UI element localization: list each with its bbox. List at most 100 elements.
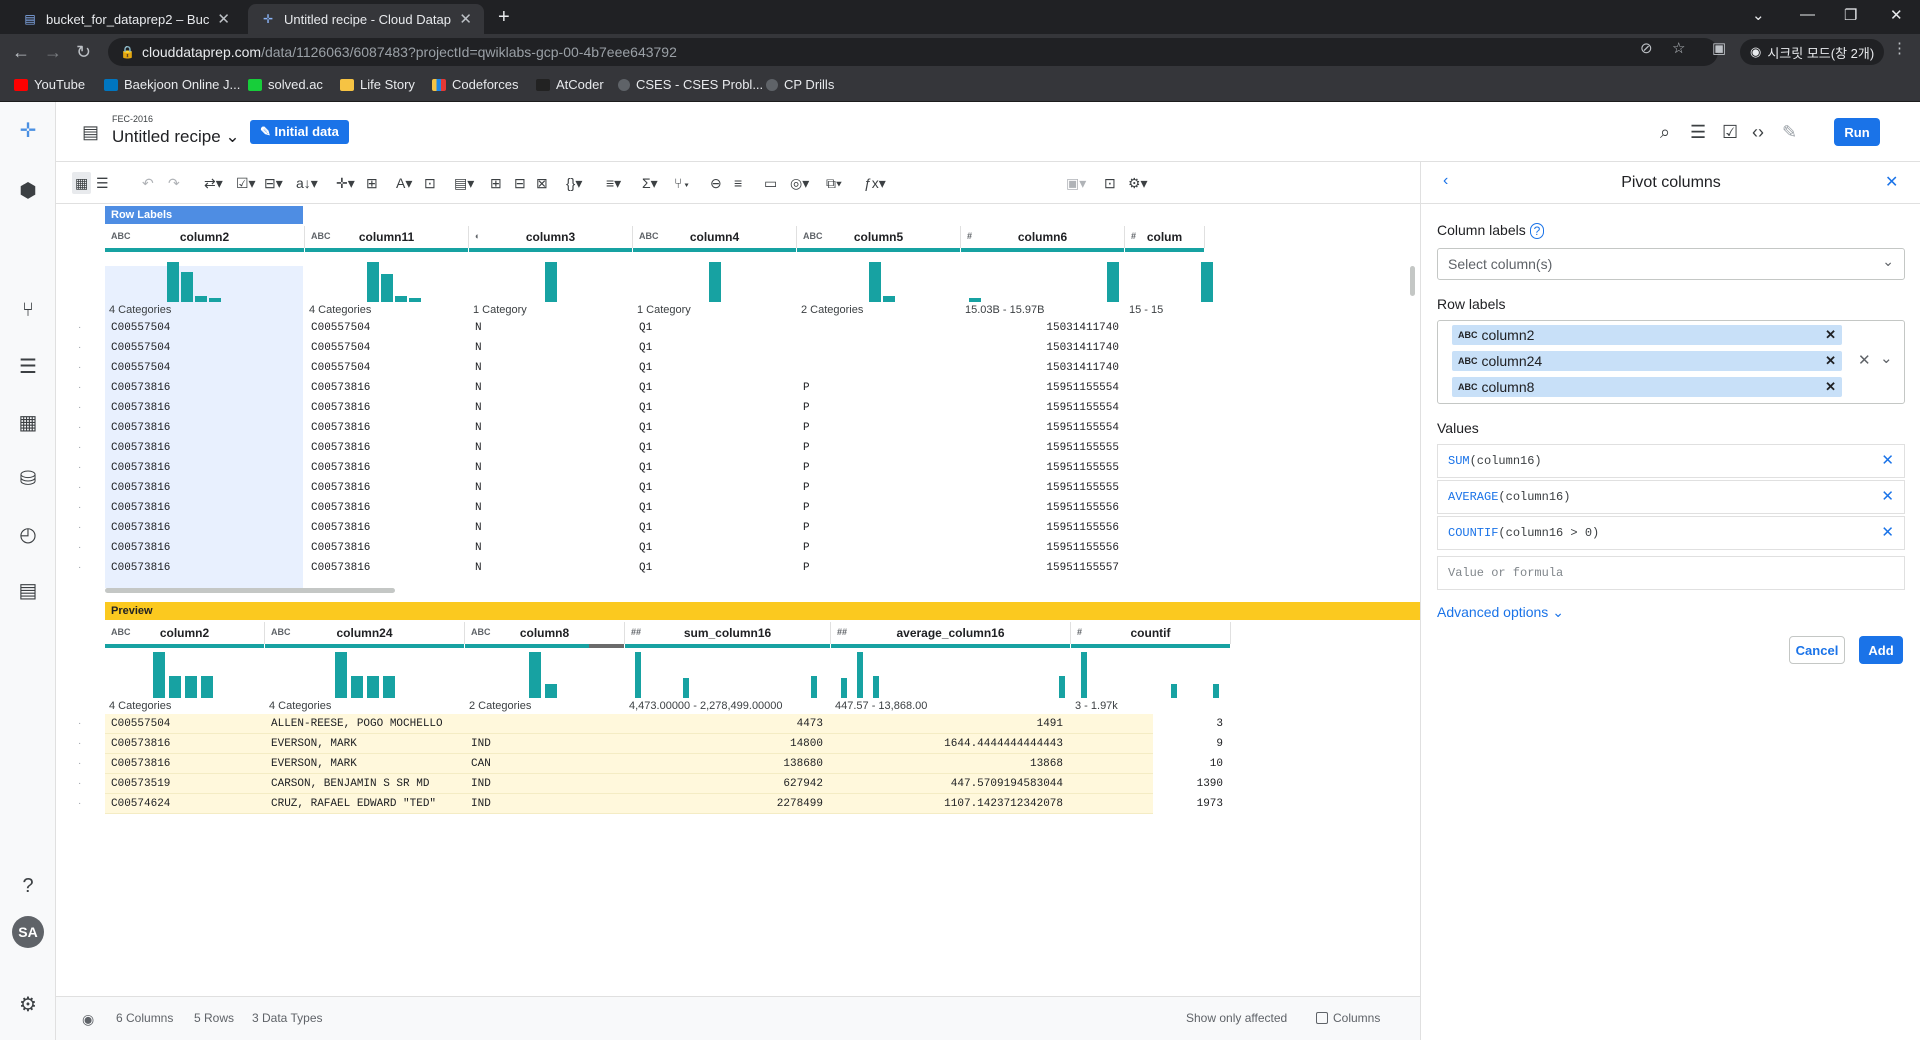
remove-value-icon[interactable]: ✕ [1881, 452, 1894, 469]
reload-icon[interactable]: ↻ [76, 42, 92, 62]
histogram-bar[interactable] [709, 262, 721, 302]
table-cell[interactable]: C00573816 [111, 562, 171, 574]
unpivot-icon[interactable]: ⊠ [536, 174, 548, 191]
value-row[interactable]: COUNTIF(column16 > 0) ✕ [1437, 516, 1905, 550]
row-marker[interactable]: · [78, 402, 82, 413]
grid-settings-icon[interactable]: ⚙▾ [1128, 174, 1148, 191]
table-cell[interactable]: C00573816 [111, 738, 171, 750]
function-icon[interactable]: ƒx▾ [864, 174, 886, 191]
close-tab-icon[interactable]: ✕ [459, 11, 472, 28]
forward-icon[interactable]: → [44, 42, 62, 62]
table-cell[interactable]: C00573816 [111, 402, 171, 414]
table-cell[interactable]: 15951155556 [1046, 502, 1119, 514]
table-cell[interactable]: C00573816 [111, 522, 171, 534]
table-cell[interactable]: 447.5709194583044 [950, 778, 1063, 790]
table-cell[interactable]: C00573816 [111, 442, 171, 454]
table-cell[interactable]: N [475, 562, 482, 574]
table-cell[interactable]: 4473 [796, 718, 823, 730]
browser-tab-bucket[interactable]: ▤ bucket_for_dataprep2 – Bucket d ✕ [10, 4, 242, 34]
row-marker[interactable]: · [78, 522, 82, 533]
histogram-bar[interactable] [201, 676, 213, 698]
histogram-bar[interactable] [873, 676, 879, 698]
table-cell[interactable]: N [475, 322, 482, 334]
histogram-bar[interactable] [841, 678, 847, 698]
jobs-icon[interactable]: ◴ [19, 523, 37, 546]
remove-chip-icon[interactable]: ✕ [1825, 327, 1836, 342]
preview-column-header[interactable]: ABC column8 [465, 622, 625, 644]
table-cell[interactable]: 15951155554 [1046, 382, 1119, 394]
table-cell[interactable]: C00557504 [311, 362, 371, 374]
histogram-bar[interactable] [351, 676, 363, 698]
bookmark-atcoder[interactable]: AtCoder [536, 77, 604, 92]
redo-icon[interactable]: ↷ [168, 174, 180, 191]
table-cell[interactable]: 15951155555 [1046, 482, 1119, 494]
row-marker[interactable]: · [78, 718, 82, 729]
table-cell[interactable]: C00574624 [111, 798, 171, 810]
remove-value-icon[interactable]: ✕ [1881, 488, 1894, 505]
close-tab-icon[interactable]: ✕ [217, 11, 230, 28]
table-cell[interactable]: C00573816 [311, 542, 371, 554]
minimize-icon[interactable]: — [1800, 6, 1815, 23]
histogram-bar[interactable] [195, 296, 207, 302]
new-tab-icon[interactable]: + [498, 6, 510, 28]
histogram-bar[interactable] [167, 262, 179, 302]
table-cell[interactable]: C00557504 [111, 362, 171, 374]
code-icon[interactable]: ‹› [1752, 122, 1764, 142]
table-cell[interactable]: C00573816 [111, 758, 171, 770]
row-marker[interactable]: · [78, 562, 82, 573]
table-cell[interactable]: N [475, 402, 482, 414]
tab-search-icon[interactable]: ⌄ [1752, 7, 1765, 24]
table-cell[interactable]: C00573816 [311, 482, 371, 494]
table-cell[interactable]: C00573816 [311, 502, 371, 514]
remove-chip-icon[interactable]: ✕ [1825, 379, 1836, 394]
list-view-icon[interactable]: ☰ [96, 174, 109, 191]
table-cell[interactable]: CRUZ, RAFAEL EDWARD "TED" [271, 798, 437, 810]
table-cell[interactable]: Q1 [639, 362, 653, 374]
side-panel-icon[interactable]: ▣ [1712, 40, 1727, 57]
restore-icon[interactable]: ❐ [1844, 7, 1858, 24]
table-cell[interactable]: P [803, 402, 810, 414]
flows-icon[interactable]: ⑂ [22, 298, 34, 321]
table-cell[interactable]: Q1 [639, 422, 653, 434]
value-formula-input[interactable]: Value or formula [1437, 556, 1905, 590]
help-circle-icon[interactable]: ? [1529, 223, 1545, 239]
table-cell[interactable]: IND [471, 778, 491, 790]
pencil-icon[interactable]: ✎ [1782, 122, 1798, 142]
row-marker[interactable]: · [78, 738, 82, 749]
restructure-icon[interactable]: ⑂▾ [674, 175, 691, 191]
validate-icon[interactable]: ☑▾ [236, 174, 256, 191]
table-cell[interactable]: N [475, 442, 482, 454]
vertical-scrollbar[interactable] [1410, 266, 1415, 296]
table-cell[interactable]: C00573816 [111, 422, 171, 434]
column-browser-icon[interactable]: ⊡ [1104, 174, 1116, 191]
table-cell[interactable]: C00573816 [111, 482, 171, 494]
table-cell[interactable]: Q1 [639, 442, 653, 454]
table-cell[interactable]: 13868 [1029, 758, 1063, 770]
table-cell[interactable]: IND [471, 738, 491, 750]
table-cell[interactable]: ALLEN-REESE, POGO MOCHELLO [271, 718, 443, 730]
row-marker[interactable]: · [78, 758, 82, 769]
table-cell[interactable]: C00573816 [311, 382, 371, 394]
move-columns-icon[interactable]: ✛▾ [336, 174, 355, 191]
column-header[interactable]: # column6 [961, 226, 1125, 248]
preview-row[interactable] [105, 794, 1153, 814]
join-icon[interactable]: ⊖ [710, 174, 722, 191]
bookmark-baekjoon[interactable]: Baekjoon Online J... [104, 77, 240, 92]
preview-row[interactable] [105, 754, 1153, 774]
histogram-bar[interactable] [1081, 652, 1087, 698]
histogram-bar[interactable] [635, 652, 641, 698]
table-cell[interactable]: C00573816 [111, 542, 171, 554]
table-cell[interactable]: C00573816 [111, 462, 171, 474]
table-cell[interactable]: 627942 [783, 778, 823, 790]
plans-icon[interactable]: ☰ [19, 355, 37, 378]
schedule-icon[interactable]: ▤ [18, 579, 38, 602]
avatar[interactable]: SA [12, 916, 44, 948]
table-cell[interactable]: C00573519 [111, 778, 171, 790]
chevron-down-icon[interactable]: ⌄ [1880, 350, 1893, 367]
datasets-icon[interactable]: ⬢ [19, 179, 37, 202]
library-icon[interactable]: ▦ [18, 411, 38, 434]
split-icon[interactable]: ⊞ [366, 174, 378, 191]
table-cell[interactable]: Q1 [639, 322, 653, 334]
table-cell[interactable]: 2278499 [776, 798, 823, 810]
column-header[interactable]: ◐ column3 [469, 226, 633, 248]
